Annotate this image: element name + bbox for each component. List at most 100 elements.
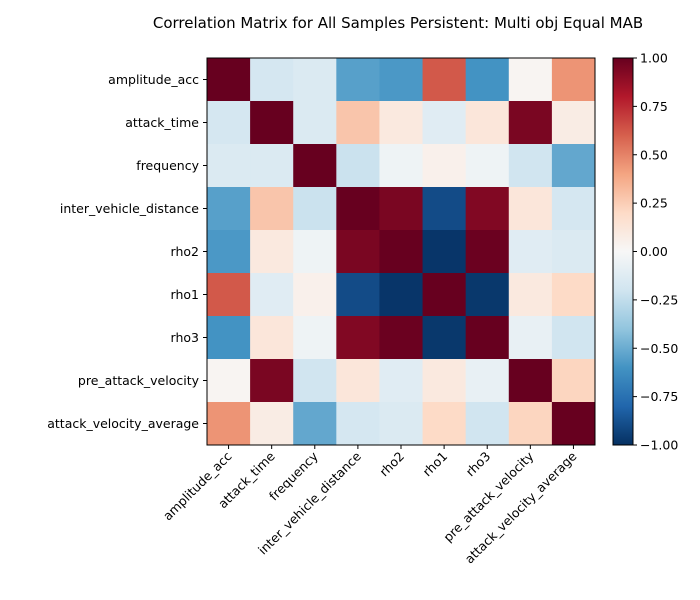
heatmap-cell (336, 230, 380, 274)
colorbar-tick-label: 0.75 (640, 99, 668, 114)
colorbar-tick-label: 0.00 (640, 244, 668, 259)
colorbar-tick-label: 1.00 (640, 51, 668, 66)
heatmap-cell (551, 101, 596, 145)
heatmap-cell (336, 187, 380, 231)
x-tick-label: amplitude_acc (160, 448, 235, 523)
y-tick-label: pre_attack_velocity (78, 373, 200, 388)
heatmap-cell (379, 144, 424, 188)
heatmap-cell (250, 58, 294, 102)
heatmap-cell (422, 230, 467, 274)
colorbar-tick-label: −0.25 (640, 292, 678, 307)
y-tick-label: attack_time (125, 115, 199, 130)
heatmap-cell (379, 402, 424, 446)
heatmap-cell (207, 402, 251, 446)
y-tick-label: rho3 (171, 330, 199, 345)
y-tick-label: inter_vehicle_distance (60, 201, 199, 216)
colorbar-tick-label: 0.25 (640, 196, 668, 211)
heatmap-cell (336, 359, 380, 403)
colorbar-tick-label: −0.75 (640, 389, 678, 404)
heatmap-cell (551, 230, 596, 274)
heatmap-cell (551, 187, 596, 231)
colorbar-tick-label: 0.50 (640, 147, 668, 162)
heatmap-cell (551, 402, 596, 446)
heatmap-cell (508, 273, 553, 317)
heatmap-cell (293, 187, 337, 231)
heatmap-cell (422, 144, 467, 188)
heatmap-cells (207, 58, 596, 446)
heatmap-cell (551, 144, 596, 188)
heatmap-cell (336, 402, 380, 446)
heatmap-cell (551, 316, 596, 360)
heatmap-cell (508, 359, 553, 403)
y-tick-label: rho2 (171, 244, 199, 259)
heatmap-cell (336, 101, 380, 145)
heatmap-cell (379, 58, 424, 102)
heatmap-cell (422, 316, 467, 360)
heatmap-cell (422, 402, 467, 446)
heatmap-cell (465, 316, 510, 360)
heatmap-cell (379, 230, 424, 274)
heatmap-cell (508, 230, 553, 274)
heatmap-cell (207, 359, 251, 403)
heatmap-cell (207, 187, 251, 231)
colorbar-tick-label: −1.00 (640, 438, 678, 453)
y-tick-label: attack_velocity_average (47, 416, 199, 431)
x-axis: amplitude_accattack_timefrequencyinter_v… (160, 445, 580, 566)
heatmap-cell (465, 402, 510, 446)
chart-title: Correlation Matrix for All Samples Persi… (153, 14, 643, 32)
heatmap-cell (422, 58, 467, 102)
heatmap-cell (379, 273, 424, 317)
heatmap-cell (465, 144, 510, 188)
heatmap-cell (379, 187, 424, 231)
y-axis: amplitude_acc attack_time frequency inter_v… (47, 72, 207, 431)
heatmap-cell (293, 402, 337, 446)
heatmap-cell (207, 316, 251, 360)
heatmap-cell (465, 230, 510, 274)
heatmap-cell (508, 402, 553, 446)
heatmap-cell (336, 58, 380, 102)
heatmap-cell (207, 230, 251, 274)
heatmap-cell (508, 187, 553, 231)
colorbar-gradient (612, 57, 634, 446)
heatmap-cell (422, 101, 467, 145)
heatmap-cell (250, 187, 294, 231)
x-tick-label: rho3 (463, 449, 494, 480)
heatmap-cell (293, 273, 337, 317)
heatmap-cell (465, 359, 510, 403)
heatmap-cell (422, 359, 467, 403)
heatmap-cell (293, 359, 337, 403)
heatmap-cell (336, 273, 380, 317)
heatmap-cell (551, 359, 596, 403)
heatmap-cell (508, 101, 553, 145)
heatmap-cell (465, 187, 510, 231)
colorbar-tick-label: −0.50 (640, 341, 678, 356)
heatmap-cell (250, 359, 294, 403)
x-tick-label: rho1 (420, 449, 451, 480)
heatmap-cell (551, 273, 596, 317)
heatmap-cell (250, 230, 294, 274)
heatmap-cell (250, 402, 294, 446)
heatmap-cell (379, 101, 424, 145)
heatmap-cell (422, 273, 467, 317)
heatmap-cell (508, 58, 553, 102)
heatmap-cell (207, 58, 251, 102)
heatmap-cell (508, 316, 553, 360)
heatmap-cell (250, 144, 294, 188)
heatmap-cell (293, 101, 337, 145)
heatmap-cell (508, 144, 553, 188)
heatmap-cell (422, 187, 467, 231)
heatmap-cell (551, 58, 596, 102)
heatmap-cell (293, 230, 337, 274)
heatmap-cell (250, 316, 294, 360)
heatmap-cell (207, 144, 251, 188)
heatmap-cell (250, 101, 294, 145)
heatmap-cell (207, 273, 251, 317)
heatmap-cell (379, 316, 424, 360)
heatmap-cell (250, 273, 294, 317)
heatmap-cell (465, 58, 510, 102)
heatmap-cell (293, 316, 337, 360)
heatmap-cell (207, 101, 251, 145)
heatmap-cell (379, 359, 424, 403)
colorbar: 1.00 0.75 0.50 0.25 0.00 −0.25 −0.50 −0.75 −1.00 (612, 51, 678, 453)
